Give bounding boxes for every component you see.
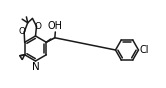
Text: OH: OH xyxy=(48,21,63,31)
Text: N: N xyxy=(32,62,39,72)
Text: O: O xyxy=(19,27,26,36)
Text: Cl: Cl xyxy=(139,45,149,55)
Text: O: O xyxy=(35,22,42,31)
